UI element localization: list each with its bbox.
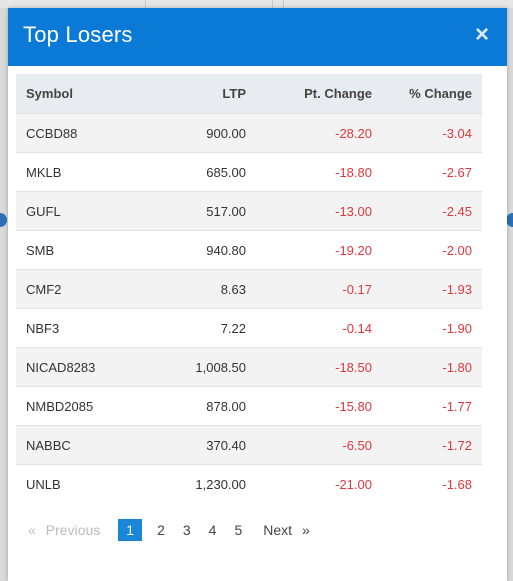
cell-pct-change: -1.72 [382,425,482,465]
cell-pct-change: -1.93 [382,269,482,309]
column-header-ltp[interactable]: LTP [146,74,256,114]
cell-symbol: CCBD88 [16,113,146,153]
cell-symbol: CMF2 [16,269,146,309]
cell-symbol: UNLB [16,464,146,503]
previous-arrow-icon: « [28,522,36,538]
table-row[interactable]: CMF2 8.63 -0.17 -1.93 [16,269,482,309]
table-row[interactable]: NMBD2085 878.00 -15.80 -1.77 [16,386,482,426]
cell-pct-change: -1.77 [382,386,482,426]
close-icon[interactable]: × [474,21,489,48]
background-edge-icon [0,213,7,227]
modal-header: Top Losers × [8,8,507,66]
cell-pt-change: -19.20 [256,230,382,270]
cell-ltp: 7.22 [146,308,256,348]
previous-button: Previous [45,522,101,538]
cell-pct-change: -3.04 [382,113,482,153]
cell-pt-change: -28.20 [256,113,382,153]
table-row[interactable]: NABBC 370.40 -6.50 -1.72 [16,425,482,465]
page-2-button[interactable]: 2 [157,522,165,538]
next-arrow-icon[interactable]: » [302,522,310,538]
cell-pct-change: -2.67 [382,152,482,192]
column-header-pt-change[interactable]: Pt. Change [256,74,382,114]
cell-symbol: SMB [16,230,146,270]
cell-ltp: 8.63 [146,269,256,309]
cell-pt-change: -15.80 [256,386,382,426]
page-1-button[interactable]: 1 [118,519,143,541]
table-row[interactable]: GUFL 517.00 -13.00 -2.45 [16,191,482,231]
column-header-symbol[interactable]: Symbol [16,74,146,114]
cell-pt-change: -6.50 [256,425,382,465]
table-row[interactable]: NBF3 7.22 -0.14 -1.90 [16,308,482,348]
cell-pct-change: -1.68 [382,464,482,503]
cell-symbol: MKLB [16,152,146,192]
cell-ltp: 1,008.50 [146,347,256,387]
cell-ltp: 878.00 [146,386,256,426]
cell-symbol: NMBD2085 [16,386,146,426]
cell-symbol: GUFL [16,191,146,231]
cell-pt-change: -0.17 [256,269,382,309]
cell-pct-change: -1.90 [382,308,482,348]
table-row[interactable]: CCBD88 900.00 -28.20 -3.04 [16,113,482,153]
cell-pt-change: -18.50 [256,347,382,387]
cell-symbol: NABBC [16,425,146,465]
modal-title: Top Losers [23,22,133,47]
cell-pct-change: -1.80 [382,347,482,387]
table-row[interactable]: UNLB 1,230.00 -21.00 -1.68 [16,464,482,503]
background-edge-icon [506,213,513,227]
cell-pct-change: -2.00 [382,230,482,270]
table-row[interactable]: SMB 940.80 -19.20 -2.00 [16,230,482,270]
background-divider [145,0,146,8]
cell-ltp: 940.80 [146,230,256,270]
page-3-button[interactable]: 3 [182,522,191,538]
column-header-pct-change[interactable]: % Change [382,74,482,114]
cell-ltp: 685.00 [146,152,256,192]
losers-table: Symbol LTP Pt. Change % Change CCBD88 90… [16,74,482,503]
losers-table-container: Symbol LTP Pt. Change % Change CCBD88 90… [16,74,482,503]
background-top-strip [0,0,513,8]
cell-pt-change: -13.00 [256,191,382,231]
cell-ltp: 1,230.00 [146,464,256,503]
cell-pt-change: -21.00 [256,464,382,503]
background-divider [283,0,284,8]
page-4-button[interactable]: 4 [208,522,217,538]
table-row[interactable]: NICAD8283 1,008.50 -18.50 -1.80 [16,347,482,387]
pagination: « Previous 1 2 3 4 5 Next » [24,519,314,541]
cell-pct-change: -2.45 [382,191,482,231]
table-header-row: Symbol LTP Pt. Change % Change [16,74,482,114]
cell-symbol: NBF3 [16,308,146,348]
cell-pt-change: -18.80 [256,152,382,192]
cell-pt-change: -0.14 [256,308,382,348]
cell-ltp: 517.00 [146,191,256,231]
table-row[interactable]: MKLB 685.00 -18.80 -2.67 [16,152,482,192]
cell-ltp: 900.00 [146,113,256,153]
cell-ltp: 370.40 [146,425,256,465]
background-divider [272,0,273,8]
next-button[interactable]: Next [263,522,293,538]
cell-symbol: NICAD8283 [16,347,146,387]
page-5-button[interactable]: 5 [234,522,243,538]
